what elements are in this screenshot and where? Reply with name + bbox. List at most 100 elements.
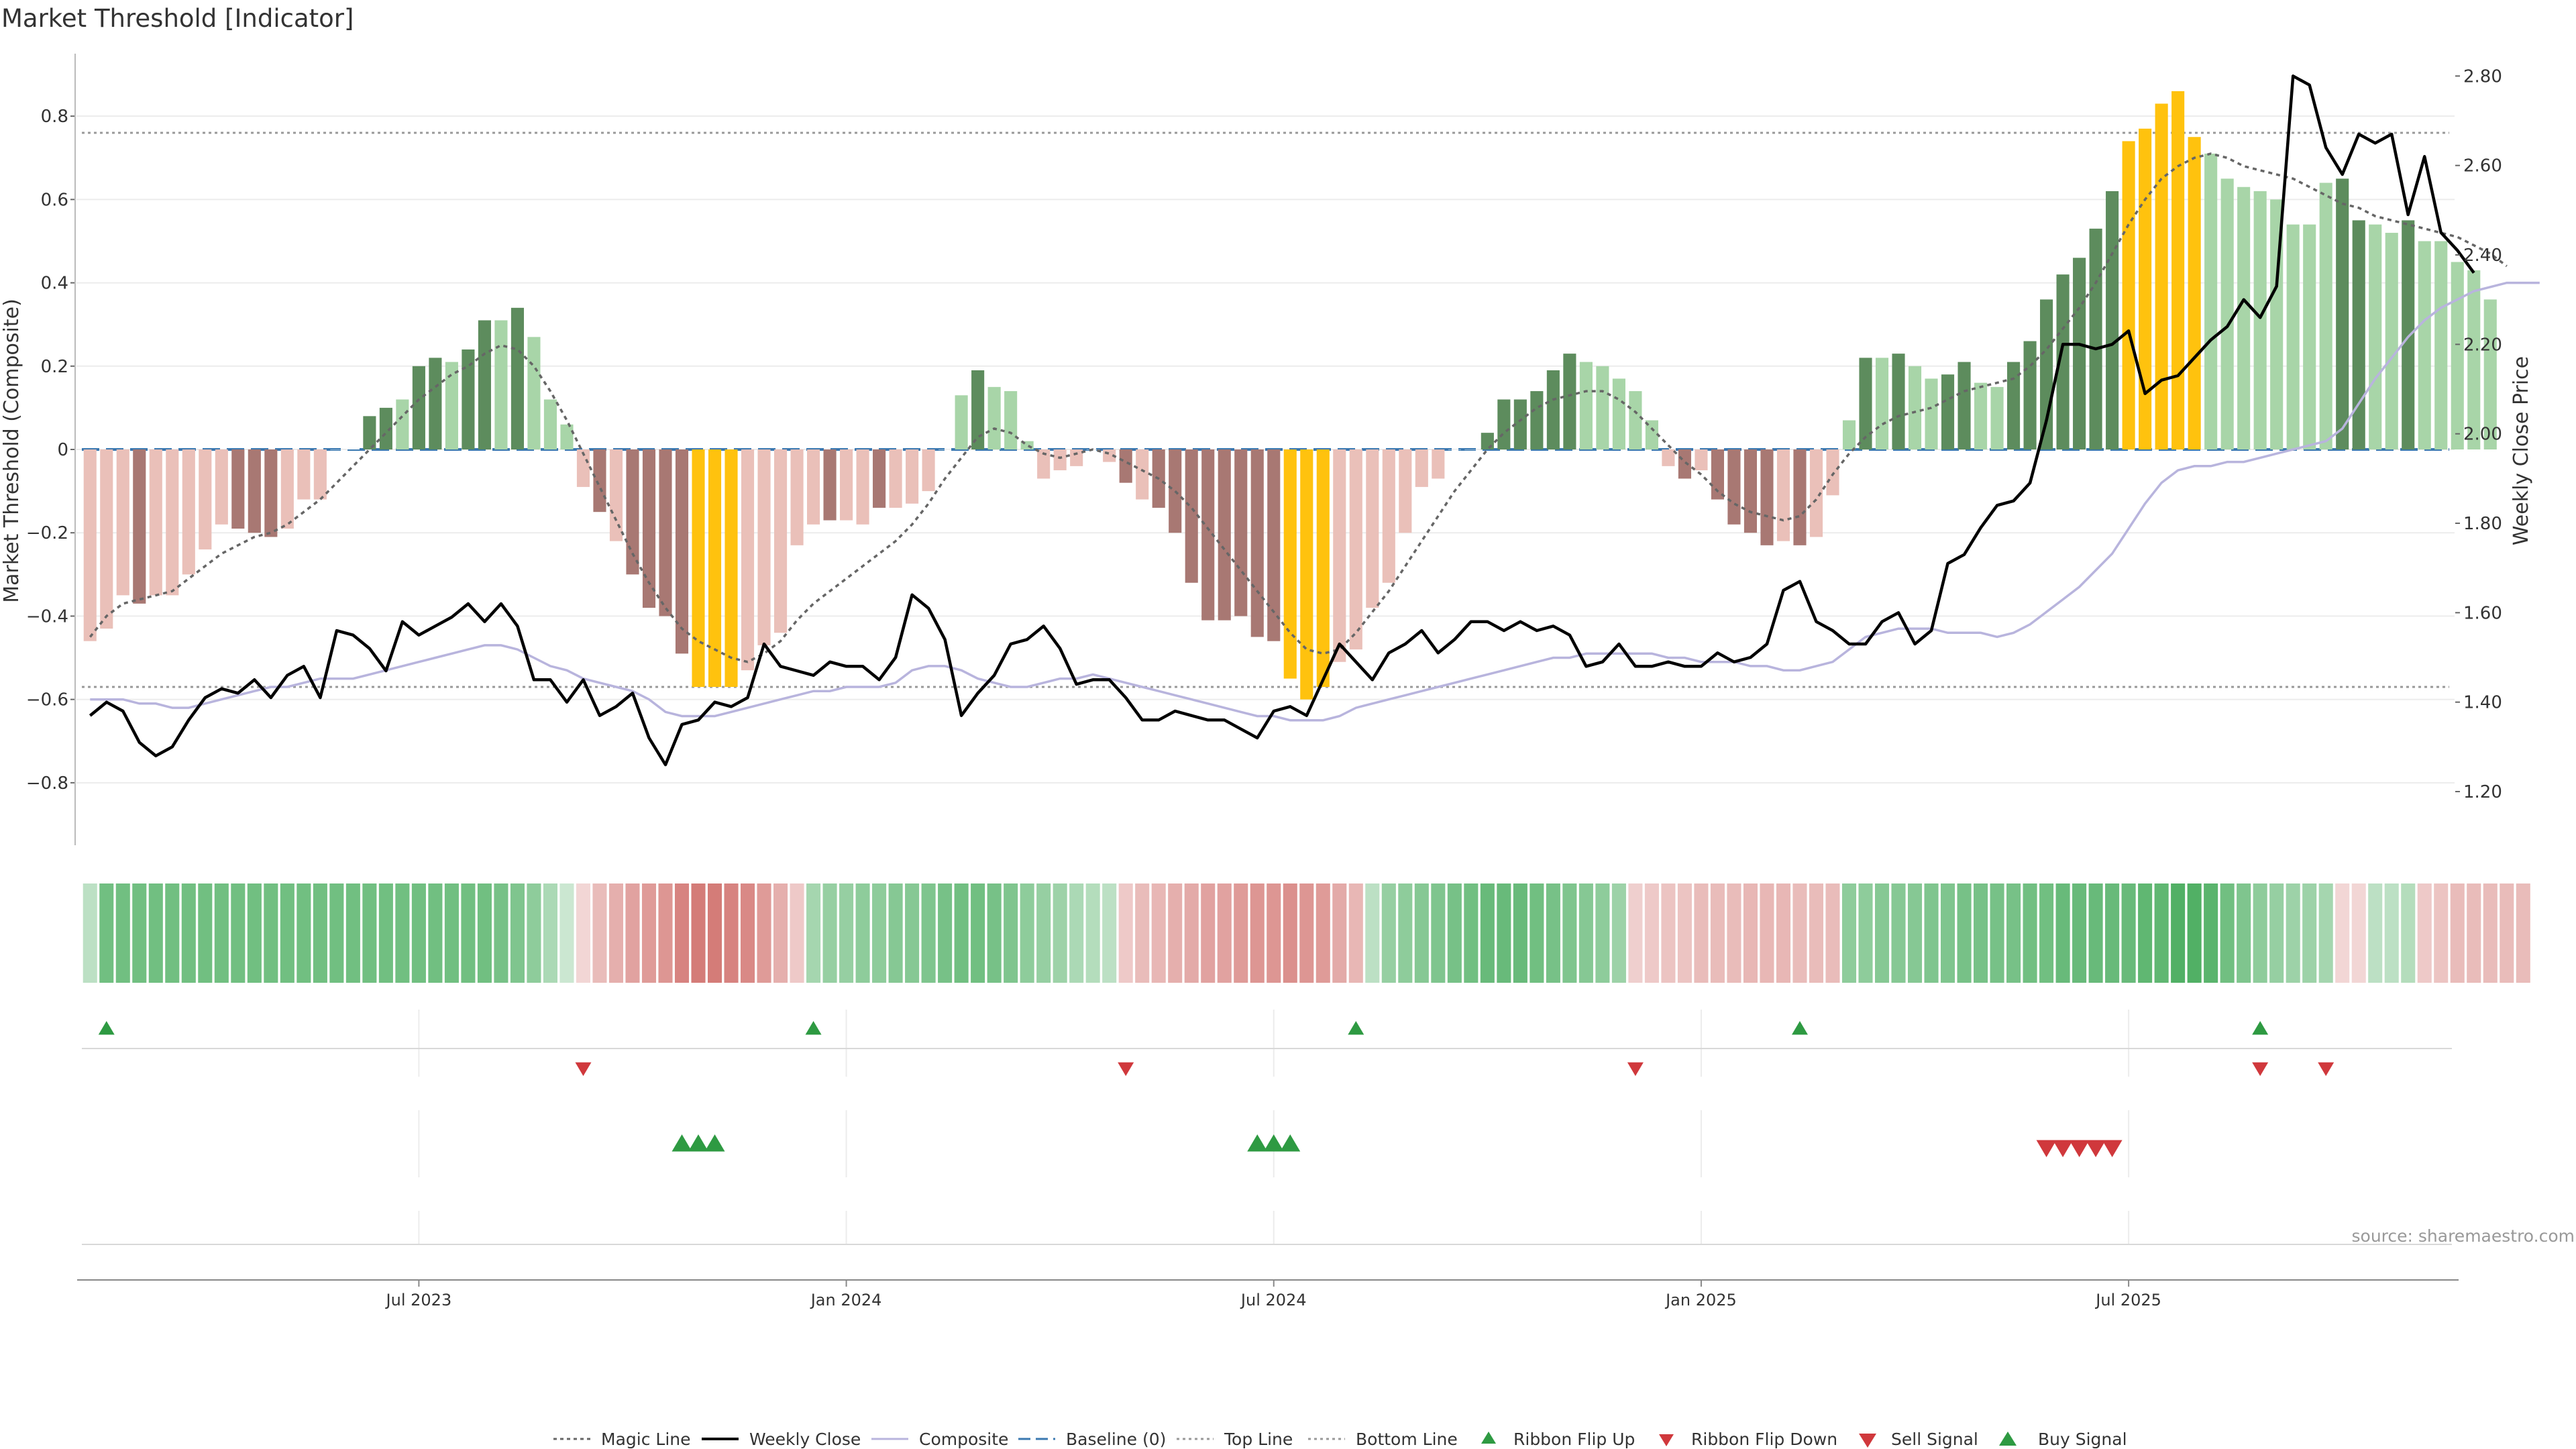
ribbon-cell — [1168, 883, 1183, 983]
composite-bar — [1809, 449, 1823, 537]
ribbon-cell — [971, 883, 985, 983]
ribbon-cell — [2384, 883, 2399, 983]
ribbon-cell — [1644, 883, 1659, 983]
ribbon-cell — [2072, 883, 2087, 983]
composite-bar — [1546, 370, 1560, 449]
composite-bar — [1218, 449, 1231, 621]
ribbon-cell — [905, 883, 920, 983]
composite-bar — [1842, 420, 1856, 449]
composite-bar — [2188, 137, 2201, 450]
composite-bar — [741, 449, 755, 671]
composite-bar — [2106, 191, 2119, 449]
ribbon-flip-up-marker — [1348, 1021, 1364, 1035]
ribbon-cell — [2187, 883, 2202, 983]
composite-bar — [2220, 178, 2234, 449]
sell-signal-marker — [2086, 1140, 2106, 1157]
composite-bar — [478, 320, 491, 449]
left-tick-label: −0.4 — [26, 606, 68, 627]
ribbon-cell — [954, 883, 969, 983]
ribbon-cell — [510, 883, 525, 983]
ribbon-cell — [2269, 883, 2284, 983]
ribbon-cell — [608, 883, 624, 983]
composite-bar — [116, 449, 129, 596]
buy-signal-marker — [1247, 1134, 1268, 1152]
x-axis: Jul 2023 Jan 2024 Jul 2024 Jan 2025 Jul 2025 — [77, 1279, 2459, 1309]
composite-bar — [1859, 358, 1872, 449]
composite-bar — [1645, 420, 1658, 449]
composite-bar — [692, 449, 705, 687]
chart-title: Market Threshold [Indicator] — [1, 4, 354, 33]
ribbon-cell — [2220, 883, 2235, 983]
ribbon-cell — [1365, 883, 1380, 983]
right-tick-label: 2.20 — [2463, 335, 2502, 355]
composite-bar — [2171, 91, 2185, 450]
ribbon-cell — [658, 883, 673, 983]
composite-bar — [708, 449, 722, 687]
legend-label-composite: Composite — [919, 1430, 1008, 1449]
composite-bar — [133, 449, 146, 604]
composite-bar — [379, 407, 392, 449]
ribbon-cell — [2088, 883, 2103, 983]
ribbon-cell — [264, 883, 278, 983]
composite-bar — [1612, 378, 1625, 449]
composite-bar — [1037, 449, 1051, 479]
legend-marker-flip-up — [1481, 1432, 1496, 1444]
composite-bar — [1333, 449, 1346, 662]
sell-signal-marker — [2036, 1140, 2057, 1157]
right-tick-label: 1.60 — [2463, 603, 2502, 623]
left-axis: −0.8 −0.6 −0.4 −0.2 0 0.2 0.4 0.6 0.8 — [26, 54, 76, 845]
composite-bar — [1908, 366, 1922, 449]
ribbon-cell — [165, 883, 180, 983]
ribbon-cell — [1316, 883, 1330, 983]
ribbon-cell — [115, 883, 130, 983]
composite-bar — [2237, 186, 2251, 449]
legend-label-weekly-close: Weekly Close — [749, 1430, 861, 1449]
ribbon-cell — [1201, 883, 1216, 983]
legend-label-flip-up: Ribbon Flip Up — [1513, 1430, 1635, 1449]
composite-bar — [659, 449, 672, 616]
composite-bar — [1234, 449, 1248, 616]
ribbon-cell — [2154, 883, 2169, 983]
right-tick-label: 2.00 — [2463, 425, 2502, 445]
sell-signal-marker — [2102, 1140, 2123, 1157]
ribbon-cell — [1957, 883, 1972, 983]
composite-bar — [445, 362, 458, 449]
composite-bar — [346, 445, 360, 449]
ribbon-cell — [2138, 883, 2153, 983]
left-tick-label: 0 — [57, 440, 68, 460]
weekly-close-line — [89, 74, 2475, 767]
ribbon-cell — [1102, 883, 1117, 983]
composite-bar — [2369, 224, 2382, 449]
right-axis: 1.20 1.40 1.60 1.80 2.00 2.20 2.40 2.60 2.80 — [2455, 66, 2502, 802]
signal-panels — [82, 1021, 2452, 1245]
right-tick-label: 2.60 — [2463, 156, 2502, 176]
composite-bar — [922, 449, 935, 492]
composite-bar — [1349, 449, 1362, 650]
composite-bar — [1776, 449, 1790, 541]
composite-bar — [313, 449, 327, 500]
composite-bar — [215, 449, 228, 525]
sell-signal-marker — [2053, 1140, 2074, 1157]
composite-bar — [1185, 449, 1198, 583]
ribbon-cell — [132, 883, 147, 983]
ribbon-cell — [1874, 883, 1890, 983]
ribbon-cell — [691, 883, 706, 983]
ribbon-cell — [2253, 883, 2267, 983]
ribbon-cell — [1677, 883, 1692, 983]
x-tick-label: Jul 2023 — [385, 1291, 452, 1309]
ribbon-cell — [2121, 883, 2136, 983]
ribbon-cell — [1907, 883, 1923, 983]
ribbon-cell — [543, 883, 557, 983]
magic-line — [89, 152, 2508, 663]
ribbon-cell — [888, 883, 903, 983]
reference-lines — [82, 131, 2449, 688]
composite-bar — [264, 449, 278, 537]
ribbon-cell — [1053, 883, 1067, 983]
ribbon-cell — [2006, 883, 2021, 983]
composite-bar — [1530, 391, 1544, 449]
legend-marker-flip-down — [1659, 1434, 1674, 1446]
legend: Magic Line Weekly Close Composite Baseli… — [553, 1430, 2127, 1449]
ribbon-cell — [790, 883, 804, 983]
ribbon-cell — [2318, 883, 2333, 983]
